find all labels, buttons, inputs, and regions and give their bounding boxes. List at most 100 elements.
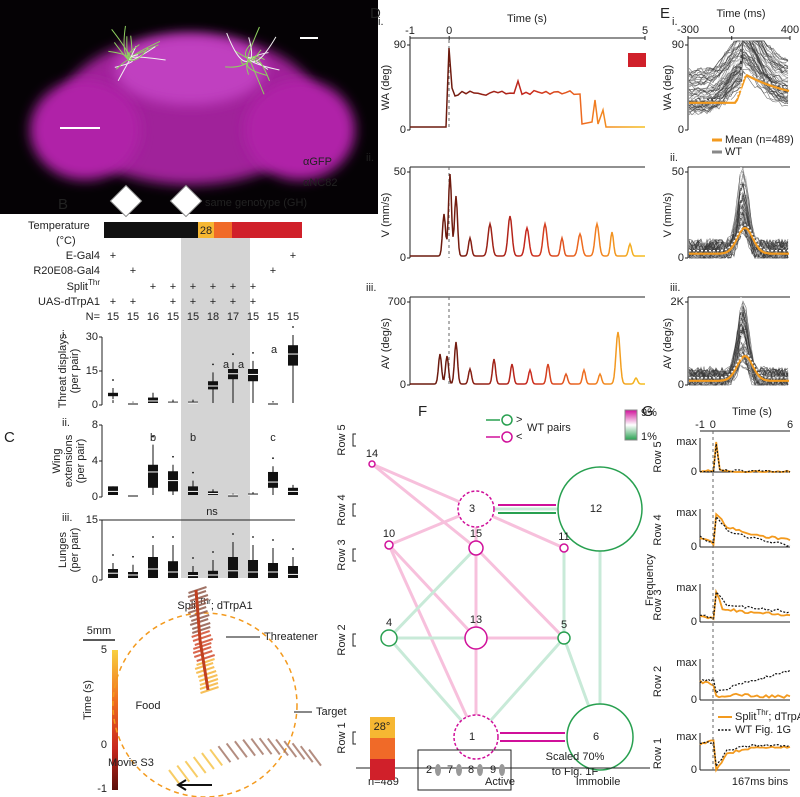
sig-letter: a xyxy=(271,344,278,356)
axis-label: Row 1 xyxy=(652,738,664,769)
x-tick-label: -1 xyxy=(405,25,415,37)
y-tick-label: 90 xyxy=(394,39,406,51)
state-node xyxy=(557,631,571,645)
axis-label: Row 3 xyxy=(336,539,348,570)
neuron xyxy=(249,57,270,82)
label-part: ; dTrpA1 xyxy=(211,600,253,612)
axis-label: Threat displays xyxy=(57,333,69,408)
outlier xyxy=(272,539,274,541)
transition xyxy=(474,637,566,738)
outlier xyxy=(192,471,194,474)
label: Immobile xyxy=(576,776,621,788)
outlier xyxy=(232,533,234,535)
box xyxy=(108,392,118,397)
label: Threatener xyxy=(264,631,318,643)
label: SplitThr; dTrpA1 xyxy=(177,597,252,612)
trial-trace xyxy=(688,221,789,257)
trace-bundle xyxy=(688,166,789,260)
label: same genotype (GH) xyxy=(205,197,307,209)
label: (°C) xyxy=(56,235,76,247)
trial-trace xyxy=(688,40,789,86)
state-node xyxy=(453,714,499,760)
transition xyxy=(371,462,477,511)
y-tick-label: max xyxy=(676,731,697,743)
y-tick-label: 0 xyxy=(678,252,684,264)
legend-circle xyxy=(501,414,513,426)
genotype-mark: + xyxy=(170,281,176,293)
n-value: 15 xyxy=(107,311,119,323)
wt-trace xyxy=(689,352,789,379)
trial-trace xyxy=(688,216,789,259)
axis-label: Wing xyxy=(51,448,63,473)
fly-icon xyxy=(477,764,483,776)
highlight-band xyxy=(181,238,250,578)
genotype-mark: + xyxy=(250,281,256,293)
genotype-mark: + xyxy=(190,296,196,308)
x-tick-label: -1 xyxy=(695,419,705,431)
trial-trace xyxy=(688,40,789,97)
y-tick-label: 50 xyxy=(672,166,684,178)
axis-label: Row 4 xyxy=(336,494,348,525)
genotype-mark: + xyxy=(230,296,236,308)
outlier xyxy=(292,548,294,550)
y-tick-label: 0 xyxy=(691,466,697,478)
label: 9% xyxy=(641,407,657,419)
label-sup: Thr xyxy=(88,278,100,287)
threatener-pose xyxy=(192,634,212,642)
target-pose xyxy=(267,737,281,756)
target-pose xyxy=(250,737,265,756)
target-pose xyxy=(234,740,248,758)
label-part: Split xyxy=(735,711,756,723)
wt-trace xyxy=(699,515,791,547)
temp-bar xyxy=(104,222,198,238)
axis-label: AV (deg/s) xyxy=(380,318,392,369)
av-trace xyxy=(410,331,645,385)
label-sup: Thr xyxy=(756,708,768,717)
state-node xyxy=(457,490,495,528)
box xyxy=(168,471,178,492)
temp-bar xyxy=(198,222,214,238)
n-value: 16 xyxy=(147,311,159,323)
stain-label: αGFP xyxy=(303,156,332,168)
y-tick-label: 0 xyxy=(400,252,406,264)
label: i. xyxy=(672,16,678,28)
wt-trace xyxy=(700,590,791,620)
genotype-mark: + xyxy=(210,296,216,308)
outlier xyxy=(152,435,154,438)
threatener-pose xyxy=(194,638,214,646)
label: Time (s) xyxy=(732,406,772,418)
threatener-pose xyxy=(197,670,217,678)
neuron xyxy=(117,58,131,82)
axis-label: V (mm/s) xyxy=(662,193,674,238)
axis-label: AV (deg/s) xyxy=(662,318,674,369)
box xyxy=(228,557,238,578)
outlier xyxy=(112,379,114,381)
outlier xyxy=(112,554,114,556)
node-label: 10 xyxy=(383,528,395,540)
sig-letter: b xyxy=(150,432,156,444)
threatener-pose xyxy=(199,682,219,690)
box xyxy=(148,397,158,403)
y-tick-label: 0 xyxy=(691,694,697,706)
neuron xyxy=(129,47,149,61)
temp-bar xyxy=(214,222,232,238)
genotype-mark: + xyxy=(190,281,196,293)
colorbar-tick: 0 xyxy=(101,739,107,751)
label: iii. xyxy=(62,512,72,524)
sig-letter: a xyxy=(238,359,245,371)
label-part: ; dTrpA1 xyxy=(768,711,800,723)
y-tick-label: 15 xyxy=(86,365,98,377)
x-tick-label: 0 xyxy=(729,24,735,36)
box xyxy=(128,403,138,405)
label: Food xyxy=(135,700,160,712)
legend-label: WT xyxy=(725,146,742,158)
target-pose xyxy=(209,748,223,767)
icon-legend xyxy=(417,749,512,791)
genotype-mark: + xyxy=(110,250,116,262)
genotype-mark: + xyxy=(250,296,256,308)
x-tick-label: 0 xyxy=(446,25,452,37)
target-pose xyxy=(225,742,240,761)
threatener-pose xyxy=(189,594,209,602)
axis-label: Frequency xyxy=(644,554,656,606)
threatener-pose xyxy=(196,658,215,666)
